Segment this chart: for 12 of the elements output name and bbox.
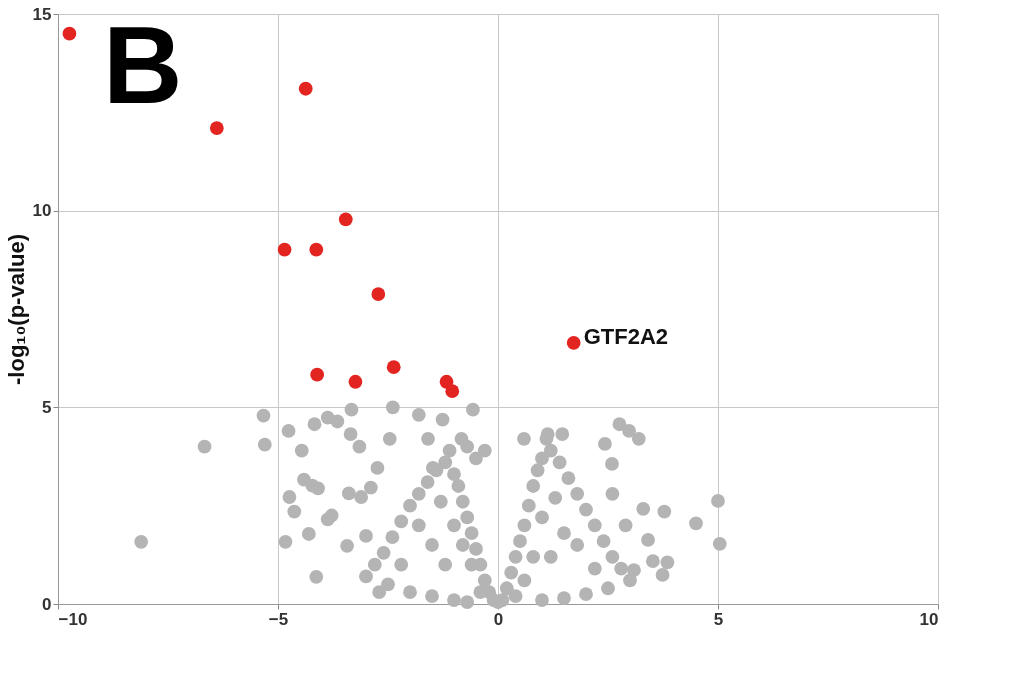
x-tick-label: 5 (713, 609, 724, 629)
x-tick-label: 0 (493, 609, 504, 629)
y-tick-label: 15 (32, 4, 52, 24)
x-tick-label: −5 (268, 609, 289, 629)
y-tick-label: 5 (42, 397, 52, 417)
annotation: B (103, 3, 183, 126)
annotation: GTF2A2 (583, 323, 669, 349)
y-tick-label: 10 (32, 201, 52, 221)
y-axis-title: -log₁₀(p-value) (3, 233, 29, 386)
y-tick-label: 0 (42, 594, 52, 614)
x-tick-label: −10 (58, 609, 88, 629)
x-tick-label: 10 (919, 609, 939, 629)
